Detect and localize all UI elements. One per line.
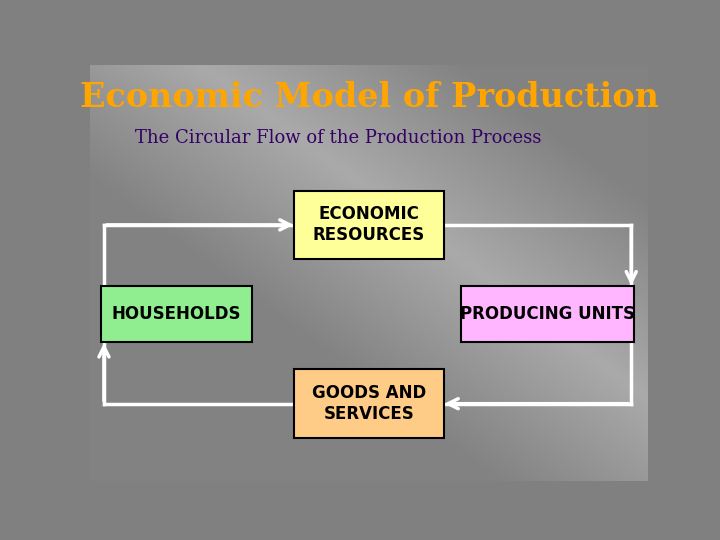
FancyBboxPatch shape bbox=[294, 369, 444, 438]
Text: ECONOMIC
RESOURCES: ECONOMIC RESOURCES bbox=[313, 206, 425, 244]
Text: HOUSEHOLDS: HOUSEHOLDS bbox=[112, 305, 241, 323]
FancyBboxPatch shape bbox=[461, 286, 634, 342]
Text: PRODUCING UNITS: PRODUCING UNITS bbox=[460, 305, 635, 323]
Text: Economic Model of Production: Economic Model of Production bbox=[80, 82, 658, 114]
FancyBboxPatch shape bbox=[294, 191, 444, 259]
FancyBboxPatch shape bbox=[101, 286, 252, 342]
Text: GOODS AND
SERVICES: GOODS AND SERVICES bbox=[312, 384, 426, 423]
Text: The Circular Flow of the Production Process: The Circular Flow of the Production Proc… bbox=[135, 129, 541, 147]
